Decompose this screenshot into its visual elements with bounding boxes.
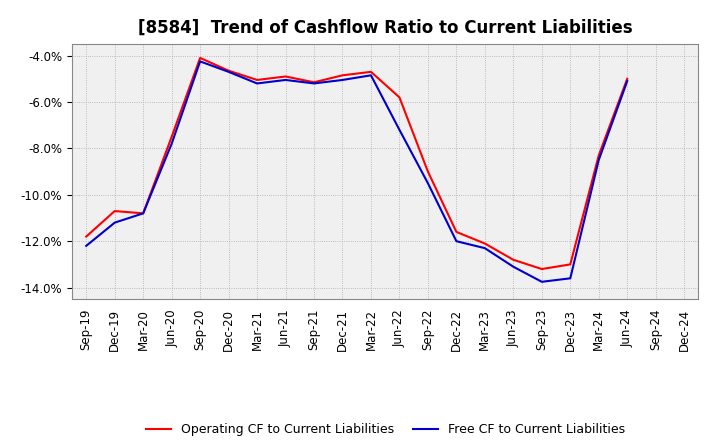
Operating CF to Current Liabilities [537, 266, 546, 271]
Free CF to Current Liabilities [225, 69, 233, 74]
Free CF to Current Liabilities [110, 220, 119, 225]
Operating CF to Current Liabilities [480, 241, 489, 246]
Operating CF to Current Liabilities [623, 76, 631, 81]
Operating CF to Current Liabilities [253, 77, 261, 83]
Free CF to Current Liabilities [537, 279, 546, 284]
Free CF to Current Liabilities [253, 81, 261, 86]
Free CF to Current Liabilities [338, 77, 347, 83]
Free CF to Current Liabilities [452, 238, 461, 244]
Operating CF to Current Liabilities [395, 95, 404, 100]
Free CF to Current Liabilities [395, 127, 404, 132]
Operating CF to Current Liabilities [139, 211, 148, 216]
Operating CF to Current Liabilities [566, 262, 575, 267]
Operating CF to Current Liabilities [225, 68, 233, 73]
Free CF to Current Liabilities [623, 78, 631, 84]
Free CF to Current Liabilities [566, 276, 575, 281]
Free CF to Current Liabilities [509, 264, 518, 269]
Operating CF to Current Liabilities [196, 55, 204, 61]
Operating CF to Current Liabilities [452, 229, 461, 235]
Operating CF to Current Liabilities [167, 134, 176, 139]
Operating CF to Current Liabilities [82, 234, 91, 239]
Operating CF to Current Liabilities [110, 209, 119, 214]
Operating CF to Current Liabilities [282, 74, 290, 79]
Free CF to Current Liabilities [595, 158, 603, 163]
Free CF to Current Liabilities [82, 243, 91, 249]
Free CF to Current Liabilities [196, 59, 204, 64]
Free CF to Current Liabilities [310, 81, 318, 86]
Line: Operating CF to Current Liabilities: Operating CF to Current Liabilities [86, 58, 627, 269]
Free CF to Current Liabilities [167, 141, 176, 147]
Free CF to Current Liabilities [423, 180, 432, 186]
Operating CF to Current Liabilities [310, 80, 318, 85]
Operating CF to Current Liabilities [595, 153, 603, 158]
Operating CF to Current Liabilities [509, 257, 518, 262]
Operating CF to Current Liabilities [423, 169, 432, 174]
Line: Free CF to Current Liabilities: Free CF to Current Liabilities [86, 62, 627, 282]
Operating CF to Current Liabilities [366, 69, 375, 74]
Free CF to Current Liabilities [480, 246, 489, 251]
Operating CF to Current Liabilities [338, 73, 347, 78]
Free CF to Current Liabilities [366, 73, 375, 78]
Legend: Operating CF to Current Liabilities, Free CF to Current Liabilities: Operating CF to Current Liabilities, Fre… [140, 418, 630, 440]
Free CF to Current Liabilities [282, 77, 290, 83]
Title: [8584]  Trend of Cashflow Ratio to Current Liabilities: [8584] Trend of Cashflow Ratio to Curren… [138, 19, 632, 37]
Free CF to Current Liabilities [139, 211, 148, 216]
